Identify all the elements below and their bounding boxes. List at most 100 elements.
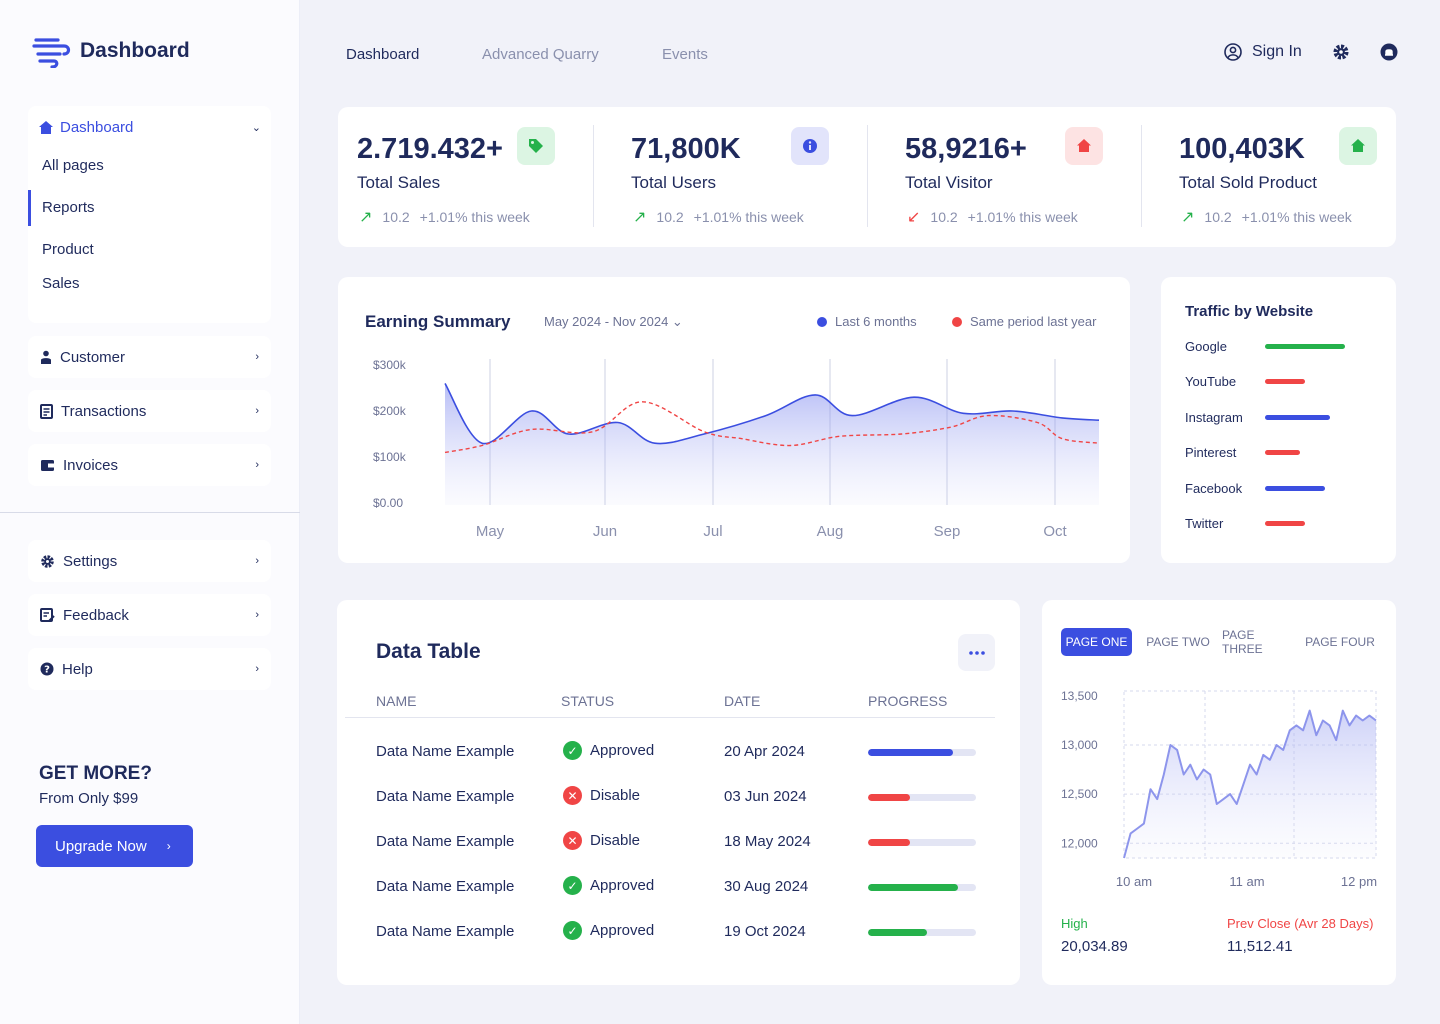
stat-delta: 10.2 xyxy=(930,209,958,225)
stat-icon-box xyxy=(791,127,829,165)
svg-text:?: ? xyxy=(44,665,50,676)
receipt-icon xyxy=(40,403,53,419)
user-circle-icon xyxy=(1224,43,1242,61)
upgrade-now-button[interactable]: Upgrade Now › xyxy=(36,825,193,867)
chevron-right-icon: › xyxy=(255,405,259,417)
nav-sub-product[interactable]: Product xyxy=(42,240,94,258)
column-header-name[interactable]: NAME xyxy=(376,693,417,709)
nav-settings[interactable]: Settings › xyxy=(28,540,271,582)
home-icon xyxy=(39,120,53,134)
nav-feedback[interactable]: Feedback › xyxy=(28,594,271,636)
traffic-label-twitter: Twitter xyxy=(1185,516,1224,531)
progress-fill xyxy=(868,794,911,801)
column-header-progress[interactable]: PROGRESS xyxy=(868,693,948,709)
brand[interactable]: Dashboard xyxy=(32,34,190,68)
high-value: 20,034.89 xyxy=(1061,938,1128,955)
stat-total-sales: 2.719.432+ Total Sales ↗ 10.2 +1.01% thi… xyxy=(357,107,607,247)
tab-page-two[interactable]: PAGE TWO xyxy=(1146,635,1210,649)
info-icon xyxy=(803,139,817,153)
y-tick-label: 13,500 xyxy=(1061,689,1098,703)
stat-delta: 10.2 xyxy=(1204,209,1232,225)
top-actions: Sign In xyxy=(1224,43,1398,61)
progress-fill xyxy=(868,884,958,891)
x-tick-label: Aug xyxy=(817,523,844,540)
date-range-label: May 2024 - Nov 2024 xyxy=(544,314,669,329)
stat-footer: ↙ 10.2 +1.01% this week xyxy=(907,207,1078,227)
plot-frame xyxy=(1123,690,1377,859)
traffic-bar-pinterest xyxy=(1265,450,1300,456)
row-progress-bar xyxy=(868,839,976,846)
trend-up-icon: ↗ xyxy=(1181,209,1195,226)
wind-logo-icon xyxy=(32,38,71,68)
trend-down-icon: ↙ xyxy=(907,209,921,226)
row-status: ✓ Approved xyxy=(563,876,654,895)
row-date: 30 Aug 2024 xyxy=(724,878,809,895)
chevron-right-icon: › xyxy=(255,609,259,621)
nav-sub-sales[interactable]: Sales xyxy=(42,274,80,292)
stat-delta: 10.2 xyxy=(382,209,410,225)
stat-footer: ↗ 10.2 +1.01% this week xyxy=(633,207,804,227)
x-tick-label: 10 am xyxy=(1116,874,1152,889)
row-progress-bar xyxy=(868,929,976,936)
y-tick-label: $0.00 xyxy=(373,496,403,510)
column-header-status[interactable]: STATUS xyxy=(561,693,615,709)
stat-footer: ↗ 10.2 +1.01% this week xyxy=(1181,207,1352,227)
stat-label: Total Sales xyxy=(357,173,441,192)
more-options-button[interactable] xyxy=(958,634,995,671)
nav-help[interactable]: ? Help › xyxy=(28,648,271,690)
y-tick-label: $200k xyxy=(373,404,407,418)
stats-card: 2.719.432+ Total Sales ↗ 10.2 +1.01% thi… xyxy=(338,107,1396,247)
row-date: 20 Apr 2024 xyxy=(724,743,805,760)
chevron-down-icon: ⌄ xyxy=(671,314,683,329)
sign-in-link[interactable]: Sign In xyxy=(1252,43,1302,60)
check-circle-icon: ✓ xyxy=(563,921,582,940)
status-label: Approved xyxy=(590,922,655,939)
nav-transactions[interactable]: Transactions › xyxy=(28,390,271,432)
chevron-right-icon: › xyxy=(166,839,171,853)
stat-total-sold-product: 100,403K Total Sold Product ↗ 10.2 +1.01… xyxy=(1179,107,1389,247)
help-icon: ? xyxy=(40,662,54,676)
date-range-select[interactable]: May 2024 - Nov 2024 ⌄ xyxy=(544,314,683,330)
column-header-date[interactable]: DATE xyxy=(724,693,761,709)
chevron-right-icon: › xyxy=(255,459,259,471)
tab-page-one[interactable]: PAGE ONE xyxy=(1061,628,1132,656)
traffic-label-pinterest: Pinterest xyxy=(1185,445,1237,461)
legend-label: Last 6 months xyxy=(835,314,917,329)
stat-note: +1.01% this week xyxy=(967,209,1078,225)
tab-page-three[interactable]: PAGE THREE xyxy=(1222,628,1263,656)
nav-customer[interactable]: Customer › xyxy=(28,336,271,378)
gear-icon[interactable] xyxy=(1332,43,1350,61)
tab-page-four[interactable]: PAGE FOUR xyxy=(1305,635,1375,649)
nav-sub-all-pages[interactable]: All pages xyxy=(42,156,104,174)
brand-name: Dashboard xyxy=(80,39,190,62)
tab-advanced-quarry[interactable]: Advanced Quarry xyxy=(482,46,599,63)
x-tick-label: May xyxy=(476,523,505,540)
traffic-bar-facebook xyxy=(1265,485,1325,491)
data-table-title: Data Table xyxy=(376,640,481,663)
traffic-label-instagram: Instagram xyxy=(1185,409,1243,425)
nav-invoices[interactable]: Invoices › xyxy=(28,444,271,486)
trend-up-icon: ↗ xyxy=(633,209,647,226)
nav-dashboard[interactable]: Dashboard ⌄ xyxy=(28,106,271,148)
gear-icon xyxy=(41,554,54,568)
nav-invoices-label: Invoices xyxy=(63,456,119,474)
notification-icon[interactable] xyxy=(1380,43,1398,61)
tab-dashboard[interactable]: Dashboard xyxy=(346,46,420,63)
area-last-6-months xyxy=(445,383,1099,505)
tab-events[interactable]: Events xyxy=(662,46,708,63)
row-status: ✕ Disable xyxy=(563,786,640,805)
nav-sub-reports[interactable]: Reports xyxy=(28,190,271,226)
row-name: Data Name Example xyxy=(376,743,515,760)
y-tick-label: 12,500 xyxy=(1061,787,1098,801)
x-tick-label: Sep xyxy=(934,523,961,540)
x-tick-label: Jun xyxy=(593,523,617,540)
y-tick-label: 12,000 xyxy=(1061,836,1098,850)
stat-label: Total Sold Product xyxy=(1179,173,1317,192)
traffic-label-youtube: YouTube xyxy=(1185,374,1237,390)
x-tick-label: Jul xyxy=(703,523,722,540)
sidebar: Dashboard Dashboard ⌄ All pages Reports … xyxy=(0,0,300,1024)
feedback-icon xyxy=(40,608,55,622)
x-circle-icon: ✕ xyxy=(563,786,582,805)
sidebar-divider xyxy=(0,512,300,513)
traffic-title: Traffic by Website xyxy=(1185,303,1314,320)
